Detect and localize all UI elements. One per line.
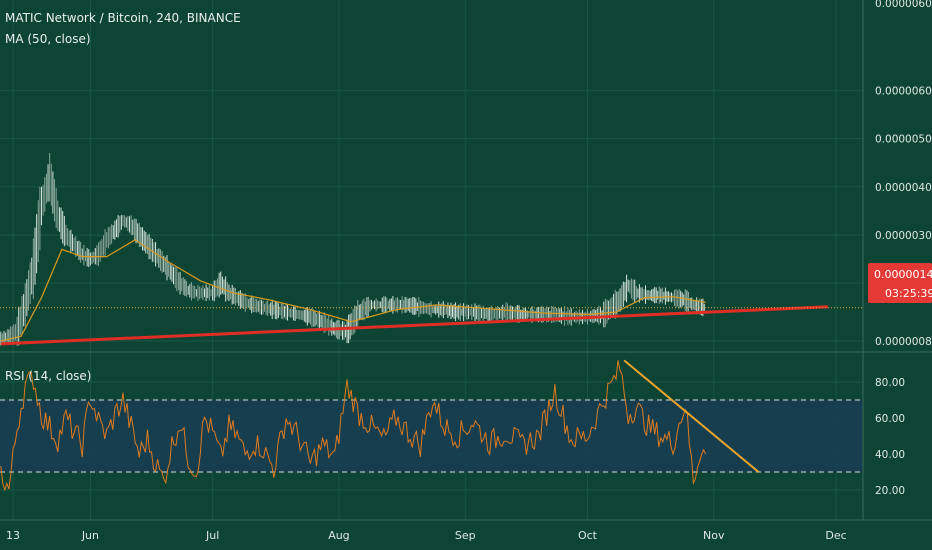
rsi-tick-label: 40.00 [875,449,905,461]
rsi-line [0,360,707,492]
rsi-trendline[interactable] [623,359,760,473]
rsi-tick-label: 80.00 [875,377,905,389]
last-price-badge-bg [868,263,932,303]
time-tick-label: Nov [703,529,725,542]
last-price-badge: 0.00000149 03:25:39 [868,263,932,303]
time-tick-label: Dec [825,529,846,542]
time-axis[interactable]: 13 Jun Jul Aug Sep Oct Nov Dec [6,529,847,542]
rsi-legend[interactable]: RSI (14, close) [5,369,92,383]
time-tick-label: Jun [81,529,99,542]
rsi-tick-label: 20.00 [875,485,905,497]
candle-countdown: 03:25:39 [885,287,932,300]
price-axis[interactable]: 0.000000800.000002000.000003000.00000400… [875,0,932,348]
time-tick-label: Jul [205,529,219,542]
symbol-title[interactable]: MATIC Network / Bitcoin, 240, BINANCE [5,11,241,25]
last-price-value: 0.00000149 [874,268,932,281]
grid [0,0,863,520]
ma-legend[interactable]: MA (50, close) [5,32,91,46]
price-series [0,152,705,347]
ma-line [0,239,706,342]
time-tick-label: 13 [6,529,20,542]
time-tick-label: Oct [578,529,598,542]
time-tick-label: Sep [455,529,476,542]
time-tick-label: Aug [328,529,349,542]
rsi-tick-label: 60.00 [875,413,905,425]
rsi-axis[interactable]: 20.00 40.00 60.00 80.00 [875,377,905,497]
price-trendline[interactable] [0,305,828,346]
